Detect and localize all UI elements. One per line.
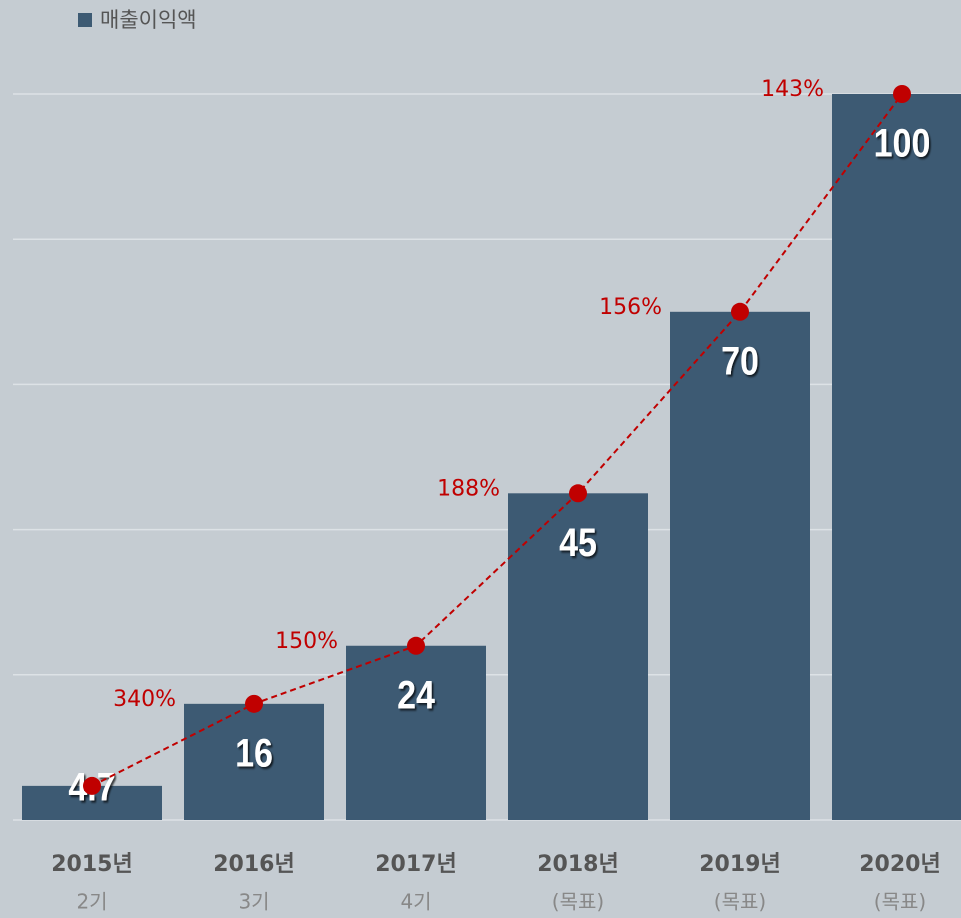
- x-tick-sublabel: 3기: [238, 890, 269, 914]
- growth-label: 150%: [275, 629, 338, 654]
- value-label: 24: [397, 672, 435, 717]
- x-tick-sublabel: 2기: [76, 890, 107, 914]
- trend-point: [407, 636, 425, 655]
- x-tick-sublabel: (목표): [714, 890, 766, 914]
- trend-point: [569, 484, 587, 503]
- growth-label: 156%: [599, 295, 662, 320]
- trend-line: [91, 93, 903, 787]
- x-tick-sublabel: 4기: [400, 890, 431, 914]
- bar: [832, 94, 961, 820]
- x-tick-label: 2016년: [213, 852, 294, 877]
- bar: [184, 703, 324, 820]
- value-label: 100: [874, 120, 931, 165]
- trend-point: [245, 694, 263, 713]
- value-label: 45: [559, 519, 597, 564]
- value-label: 16: [235, 730, 273, 775]
- trend-point: [893, 85, 911, 103]
- x-tick-label: 2015년: [51, 852, 132, 877]
- bar: [346, 645, 486, 820]
- x-tick-label: 2019년: [699, 852, 780, 877]
- trend-point: [731, 302, 749, 321]
- growth-label: 188%: [437, 476, 500, 501]
- x-tick-sublabel: (목표): [874, 890, 926, 914]
- x-tick-label: 2018년: [537, 852, 618, 877]
- bar: [508, 493, 648, 820]
- value-label: 70: [721, 338, 759, 383]
- legend-label: 매출이익액: [100, 8, 197, 32]
- x-tick-sublabel: (목표): [552, 890, 604, 914]
- growth-label: 143%: [761, 77, 824, 102]
- x-tick-label: 2017년: [375, 852, 456, 877]
- x-tick-label: 2020년: [859, 852, 940, 877]
- bar: [670, 311, 810, 820]
- legend-swatch: [78, 13, 92, 27]
- growth-label: 340%: [113, 687, 176, 712]
- trend-point: [83, 776, 101, 795]
